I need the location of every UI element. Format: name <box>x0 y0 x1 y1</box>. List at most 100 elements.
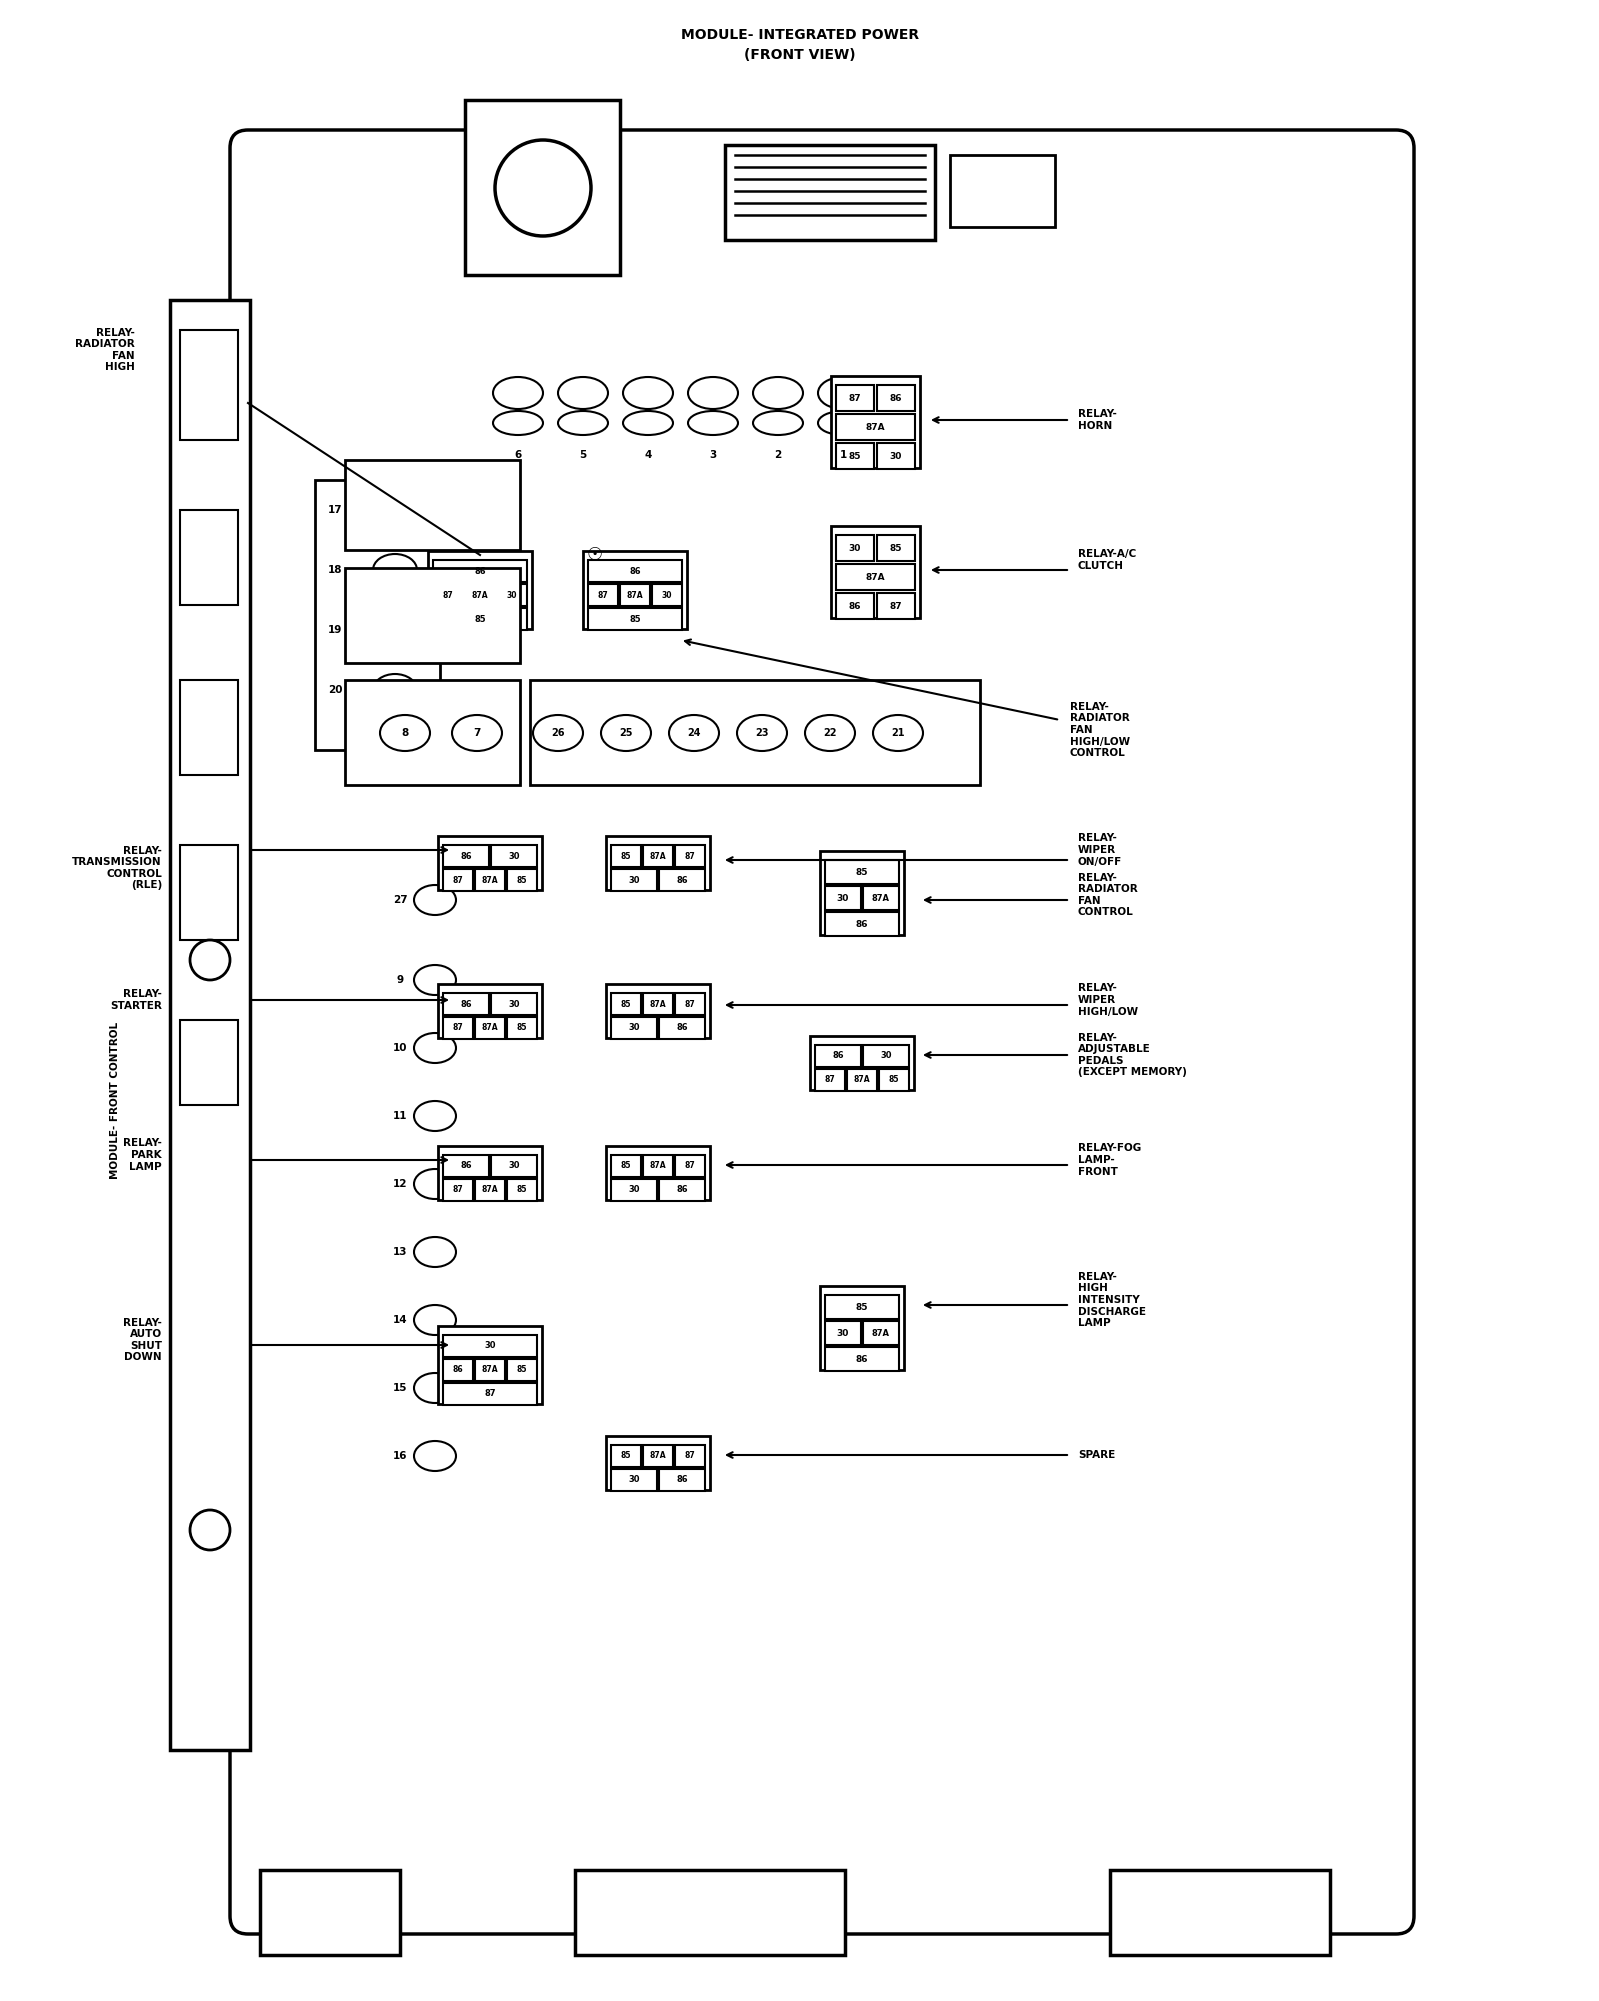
Bar <box>863 1321 899 1345</box>
Bar <box>606 836 710 890</box>
Bar <box>820 850 903 934</box>
Bar <box>675 1445 705 1467</box>
Bar <box>584 550 688 628</box>
Text: 87: 87 <box>825 1075 835 1085</box>
Bar <box>659 868 705 890</box>
Bar <box>724 144 935 240</box>
Text: 87: 87 <box>684 1000 696 1009</box>
Ellipse shape <box>688 410 739 434</box>
Text: 18: 18 <box>328 564 342 574</box>
Text: 86: 86 <box>676 1185 688 1195</box>
Bar <box>825 1295 899 1319</box>
Text: RELAY-
HIGH
INTENSITY
DISCHARGE
LAMP: RELAY- HIGH INTENSITY DISCHARGE LAMP <box>1078 1273 1146 1329</box>
Ellipse shape <box>819 376 868 408</box>
Text: 85: 85 <box>628 614 641 624</box>
Text: MODULE- FRONT CONTROL: MODULE- FRONT CONTROL <box>110 1021 120 1179</box>
Bar <box>443 1155 489 1177</box>
Text: 87A: 87A <box>481 1023 499 1033</box>
Text: 85: 85 <box>475 614 486 624</box>
Bar <box>652 584 683 606</box>
Bar <box>836 564 915 590</box>
Text: 87: 87 <box>684 852 696 860</box>
Bar <box>507 1179 537 1201</box>
Bar <box>588 608 683 630</box>
Text: 27: 27 <box>393 894 408 904</box>
Text: 87A: 87A <box>649 852 667 860</box>
Ellipse shape <box>668 714 720 750</box>
Text: 87: 87 <box>598 590 608 600</box>
Ellipse shape <box>373 674 417 706</box>
Bar <box>825 912 899 936</box>
Text: RELAY-
RADIATOR
FAN
HIGH: RELAY- RADIATOR FAN HIGH <box>75 328 134 372</box>
Bar <box>507 868 537 890</box>
Text: 87: 87 <box>889 602 902 610</box>
Text: 86: 86 <box>628 566 641 576</box>
Text: 30: 30 <box>662 590 672 600</box>
Ellipse shape <box>688 376 739 408</box>
Text: RELAY-
STARTER: RELAY- STARTER <box>110 988 161 1011</box>
Text: 10: 10 <box>393 1043 408 1053</box>
Text: 30: 30 <box>508 852 520 860</box>
Text: 85: 85 <box>855 868 868 876</box>
Text: 87: 87 <box>684 1451 696 1461</box>
Text: 87: 87 <box>453 1185 464 1195</box>
Text: 87: 87 <box>847 394 860 402</box>
Text: 30: 30 <box>508 1000 520 1009</box>
Text: 85: 85 <box>889 1075 899 1085</box>
Text: 85: 85 <box>516 1365 528 1375</box>
Text: 85: 85 <box>620 1161 632 1171</box>
Bar <box>443 1017 473 1039</box>
Circle shape <box>190 1511 230 1551</box>
Bar <box>815 1069 844 1091</box>
Bar <box>181 680 238 774</box>
Bar <box>643 1155 673 1177</box>
Text: 85: 85 <box>889 544 902 552</box>
Text: 87A: 87A <box>649 1000 667 1009</box>
Ellipse shape <box>414 1441 456 1471</box>
Text: 86: 86 <box>847 602 860 610</box>
Bar <box>611 1017 657 1039</box>
Text: 26: 26 <box>552 728 564 738</box>
Text: 85: 85 <box>516 1185 528 1195</box>
Text: RELAY-
WIPER
HIGH/LOW: RELAY- WIPER HIGH/LOW <box>1078 982 1138 1017</box>
Text: 30: 30 <box>628 1185 640 1195</box>
Bar <box>675 1155 705 1177</box>
Bar <box>433 560 528 582</box>
Text: 30: 30 <box>508 1161 520 1171</box>
Text: 15: 15 <box>393 1383 408 1393</box>
Bar <box>181 330 238 440</box>
Text: 1: 1 <box>839 450 846 460</box>
Text: RELAY-
PARK
LAMP: RELAY- PARK LAMP <box>123 1139 161 1173</box>
Bar <box>876 442 915 468</box>
Text: 86: 86 <box>831 1051 844 1061</box>
Bar <box>950 154 1055 226</box>
Bar <box>181 510 238 604</box>
Ellipse shape <box>414 884 456 914</box>
Text: 11: 11 <box>393 1111 408 1121</box>
Bar <box>433 584 464 606</box>
Ellipse shape <box>624 376 673 408</box>
Text: RELAY-
HORN: RELAY- HORN <box>1078 408 1116 430</box>
Ellipse shape <box>873 714 923 750</box>
Text: 86: 86 <box>855 920 868 928</box>
Text: 87A: 87A <box>481 876 499 884</box>
Text: 86: 86 <box>461 1000 472 1009</box>
Bar <box>475 868 505 890</box>
Text: 19: 19 <box>328 624 342 634</box>
Bar <box>659 1017 705 1039</box>
Text: RELAY-A/C
CLUTCH: RELAY-A/C CLUTCH <box>1078 548 1137 570</box>
Bar <box>611 992 641 1015</box>
Text: 87: 87 <box>684 1161 696 1171</box>
Bar <box>491 1155 537 1177</box>
Text: 6: 6 <box>515 450 521 460</box>
Text: 9: 9 <box>397 974 403 984</box>
Bar <box>181 844 238 940</box>
Ellipse shape <box>737 714 787 750</box>
Bar <box>588 584 617 606</box>
Text: 86: 86 <box>676 1475 688 1485</box>
Bar <box>475 1359 505 1381</box>
Bar <box>443 1359 473 1381</box>
Bar <box>345 460 520 550</box>
Text: 24: 24 <box>688 728 700 738</box>
Text: RELAY-
RADIATOR
FAN
HIGH/LOW
CONTROL: RELAY- RADIATOR FAN HIGH/LOW CONTROL <box>1070 702 1130 758</box>
